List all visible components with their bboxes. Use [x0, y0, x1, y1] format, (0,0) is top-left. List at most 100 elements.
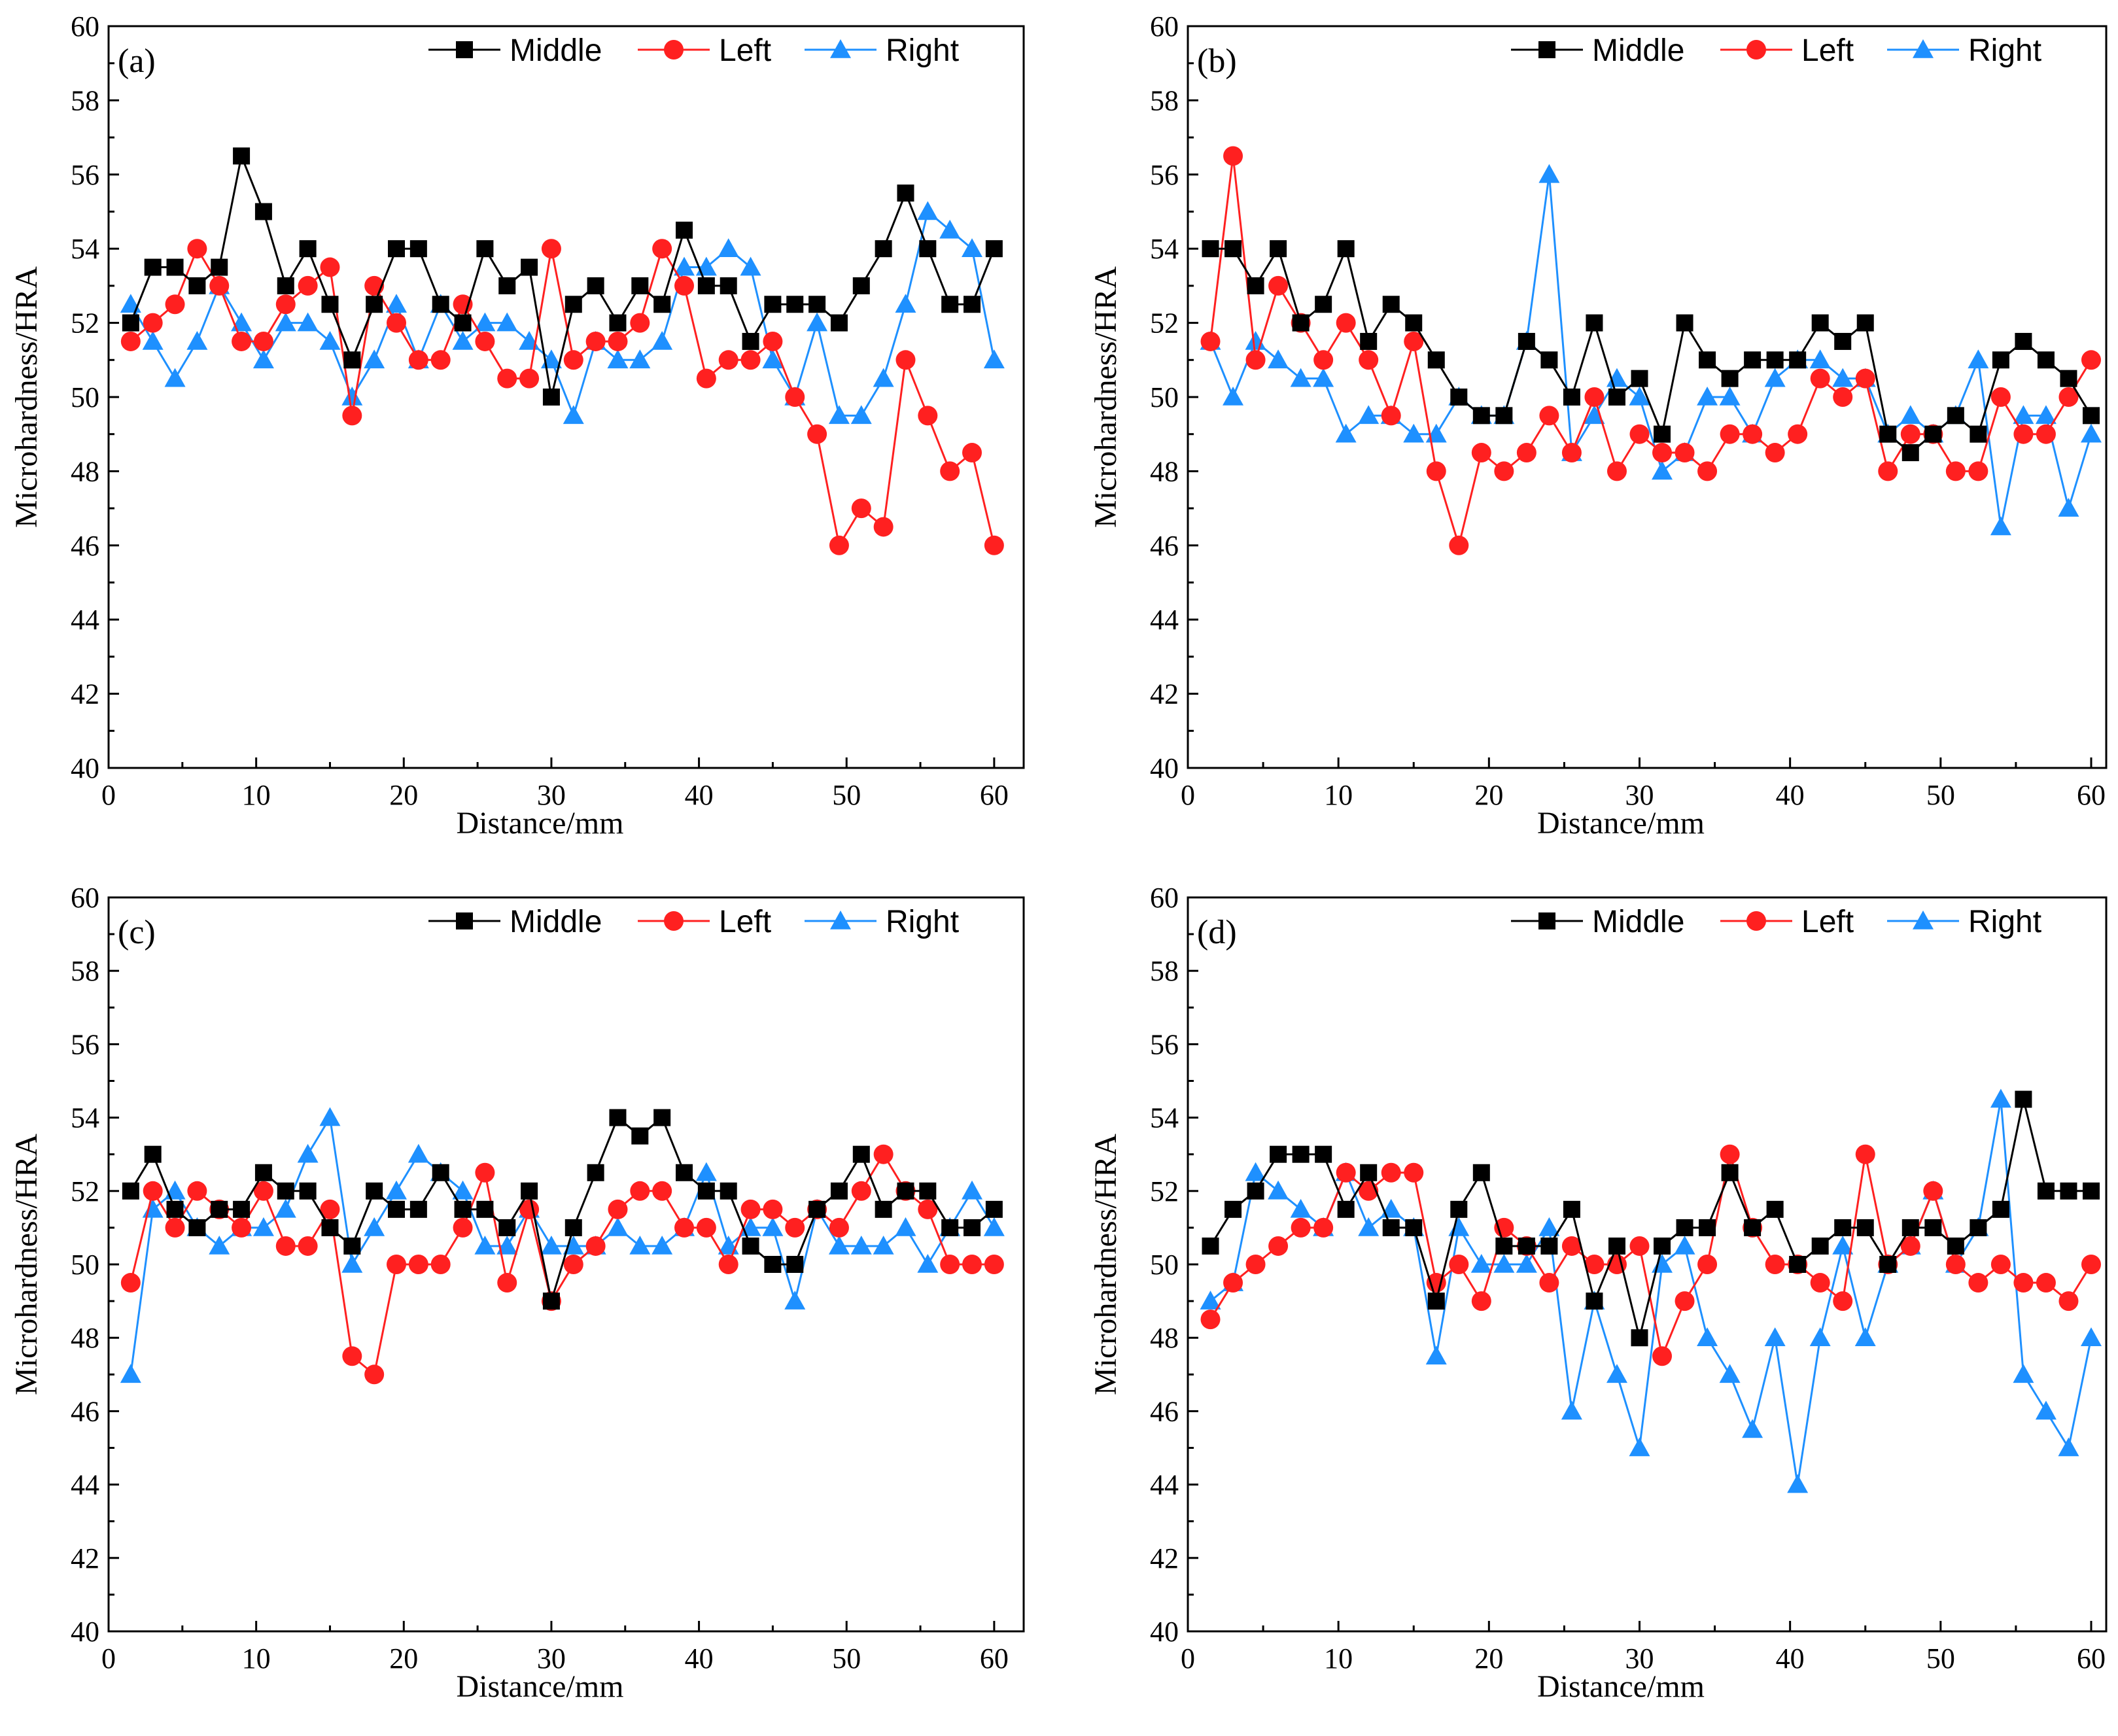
data-point-left [962, 1255, 982, 1274]
x-tick-label: 20 [389, 1642, 418, 1675]
series-line-middle [1210, 245, 2092, 454]
data-point-middle [1901, 444, 1919, 462]
data-point-middle [2037, 1182, 2055, 1200]
legend-label-middle: Middle [510, 905, 602, 939]
data-point-middle [1744, 1219, 1762, 1236]
data-point-middle [941, 296, 959, 313]
y-tick-label: 54 [1150, 233, 1179, 265]
data-point-middle [343, 351, 361, 369]
data-point-left [1268, 275, 1289, 296]
data-point-left [430, 1255, 451, 1274]
data-point-middle [1924, 425, 1942, 443]
data-point-left [1584, 1255, 1605, 1274]
series-line-left [130, 246, 996, 548]
data-point-left [1743, 424, 1763, 444]
data-point-middle [764, 296, 782, 313]
data-point-left [763, 331, 783, 351]
data-point-middle [1450, 389, 1468, 406]
data-point-right [1313, 368, 1334, 387]
x-tick-label: 0 [1181, 779, 1195, 811]
data-point-left [1629, 1236, 1650, 1256]
data-point-right [1290, 368, 1311, 387]
panel-label: (b) [1197, 43, 1237, 80]
series-line-middle [130, 152, 996, 398]
data-point-left [232, 331, 252, 351]
data-point-left [1539, 1273, 1559, 1293]
data-point-middle [144, 1145, 162, 1163]
legend: Middle Left Right [428, 33, 959, 68]
data-point-right [873, 1235, 894, 1255]
data-point-middle [2015, 1090, 2032, 1108]
data-point-right [1223, 387, 1244, 406]
data-point-middle [432, 1164, 449, 1181]
y-axis-title: Microhardness/HRA [9, 1134, 44, 1395]
x-tick-label: 20 [1474, 779, 1503, 811]
data-point-left [342, 406, 362, 426]
data-point-middle [587, 277, 604, 294]
data-point-right [341, 387, 363, 406]
data-point-middle [1405, 1219, 1423, 1236]
data-point-left [1923, 1181, 1943, 1201]
data-point-right [939, 219, 961, 239]
data-point-middle [521, 258, 538, 276]
x-tick-label: 30 [1625, 779, 1654, 811]
y-tick-label: 60 [71, 882, 99, 914]
data-point-left [187, 1181, 207, 1201]
chart-panel-c: 0 10 20 30 40 50 60 40 42 44 46 48 50 52 54 56 58 60 Dista… [9, 882, 1025, 1704]
data-point-middle [897, 1182, 914, 1200]
legend-marker-right [830, 911, 851, 929]
data-point-right [275, 312, 296, 332]
data-point-left [1471, 1291, 1491, 1311]
data-point-right [629, 349, 651, 369]
data-point-middle [1834, 1219, 1852, 1236]
data-point-right [607, 349, 629, 369]
legend-marker-middle [456, 41, 473, 58]
data-point-left [497, 1273, 517, 1293]
data-point-right [1809, 349, 1831, 369]
x-axis-title: Distance/mm [457, 1669, 624, 1704]
data-point-middle [144, 258, 162, 276]
data-point-middle [631, 1127, 649, 1145]
data-point-left [940, 461, 960, 481]
data-point-left [1855, 368, 1875, 389]
data-point-left [298, 275, 318, 296]
data-point-middle [1856, 314, 1874, 332]
data-point-left [2013, 1273, 2034, 1293]
x-tick-label: 60 [2077, 779, 2106, 811]
data-point-middle [1631, 370, 1648, 387]
x-tick-label: 40 [1776, 779, 1805, 811]
y-tick-label: 52 [1150, 307, 1179, 339]
y-tick-label: 46 [1150, 530, 1179, 562]
data-point-right [2080, 423, 2102, 443]
data-point-middle [188, 277, 206, 294]
data-point-right [962, 238, 983, 257]
legend-label-right: Right [1968, 33, 2041, 68]
x-tick-label: 0 [101, 1642, 116, 1675]
data-point-middle [388, 240, 406, 258]
data-point-left [1697, 461, 1718, 481]
data-point-left [1675, 443, 1695, 463]
data-point-middle [1563, 1200, 1580, 1218]
y-tick-label: 60 [1150, 882, 1179, 914]
data-point-left [984, 1255, 1004, 1274]
data-point-middle [1654, 425, 1671, 443]
x-tick-label: 60 [980, 779, 1009, 811]
data-point-left [1900, 424, 1920, 444]
data-point-right [1968, 349, 1989, 369]
data-point-right [1652, 1254, 1673, 1273]
y-tick-label: 48 [1150, 1322, 1179, 1354]
panel-label: (d) [1197, 914, 1237, 951]
data-point-left [1245, 1255, 1266, 1274]
data-point-right [563, 405, 584, 425]
data-point-right [1697, 387, 1718, 406]
data-point-right [452, 330, 474, 350]
data-point-middle [875, 240, 892, 258]
data-point-middle [498, 277, 516, 294]
data-point-left [541, 239, 561, 259]
data-point-left [320, 1199, 340, 1219]
data-point-left [187, 239, 207, 259]
data-point-middle [277, 277, 294, 294]
data-point-right [1764, 1327, 1786, 1346]
data-point-right [408, 1143, 429, 1163]
data-point-middle [321, 1219, 339, 1236]
